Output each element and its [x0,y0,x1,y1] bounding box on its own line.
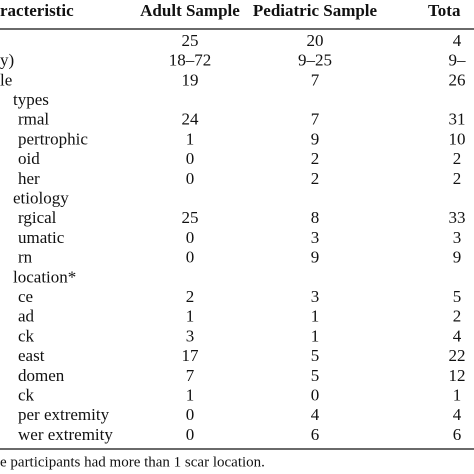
row-label: rmal [18,110,49,129]
cell: 3 [311,287,320,306]
section-title: types [13,90,49,109]
cell: 4 [453,405,462,424]
cell: 4 [453,31,462,50]
cell: 1 [186,386,195,405]
cell: 0 [311,386,320,405]
cell: 9 [311,129,320,148]
cell: 2 [311,149,320,168]
row-label: east [18,346,45,365]
cell: 3 [186,326,195,345]
cell: 1 [311,307,320,326]
cell: 4 [453,326,462,345]
row-label: pertrophic [18,129,88,148]
header-cell: Pediatric Sample [253,1,378,20]
cell: 24 [182,110,200,129]
row-label: per extremity [18,405,110,424]
header-cell: Tota [428,1,461,20]
cell: 0 [186,169,195,188]
cell: 6 [311,425,320,444]
cell: 3 [311,228,320,247]
row-label: ck [18,326,35,345]
row-label: ck [18,386,35,405]
cell: 5 [311,346,320,365]
cell: 0 [186,248,195,267]
cell: 26 [449,70,466,89]
cell: 22 [449,346,466,365]
cell: 4 [311,405,320,424]
cell: 31 [449,110,466,129]
cell: 9 [311,248,320,267]
cell: 8 [311,208,320,227]
cell: 0 [186,149,195,168]
section-title: etiology [13,189,69,208]
cell: 9– [449,51,467,70]
row-label: y) [0,51,14,70]
cell: 25 [182,31,199,50]
cell: 5 [311,366,320,385]
cell: 0 [186,228,195,247]
cell: 0 [186,405,195,424]
cell: 7 [311,70,320,89]
cell: 2 [453,307,462,326]
cell: 10 [449,129,466,148]
cell: 0 [186,425,195,444]
row-label: her [18,169,40,188]
cell: 1 [453,386,462,405]
row-label: ce [18,287,33,306]
row-label: umatic [18,228,65,247]
cell: 1 [186,129,195,148]
cell: 7 [186,366,195,385]
cell: 18–72 [169,51,212,70]
cell: 7 [311,110,320,129]
header-cell: racteristic [0,1,74,20]
cell: 17 [182,346,200,365]
cell: 3 [453,228,462,247]
footnote: e participants had more than 1 scar loca… [0,454,265,470]
row-label: le [0,70,12,89]
cell: 20 [307,31,324,50]
row-label: ad [18,307,35,326]
cell: 2 [186,287,195,306]
header-cell: Adult Sample [140,1,240,20]
row-label: domen [18,366,65,385]
cell: 9–25 [298,51,332,70]
row-label: rgical [18,208,57,227]
cell: 12 [449,366,466,385]
cell: 6 [453,425,462,444]
cell: 25 [182,208,199,227]
cell: 19 [182,70,199,89]
row-label: rn [18,248,33,267]
section-title: location* [13,267,76,286]
cell: 1 [186,307,195,326]
cell: 2 [453,169,462,188]
row-label: wer extremity [18,425,113,444]
cell: 9 [453,248,462,267]
cell: 33 [449,208,466,227]
cell: 2 [311,169,320,188]
cell: 2 [453,149,462,168]
cell: 5 [453,287,462,306]
cell: 1 [311,326,320,345]
row-label: oid [18,149,40,168]
